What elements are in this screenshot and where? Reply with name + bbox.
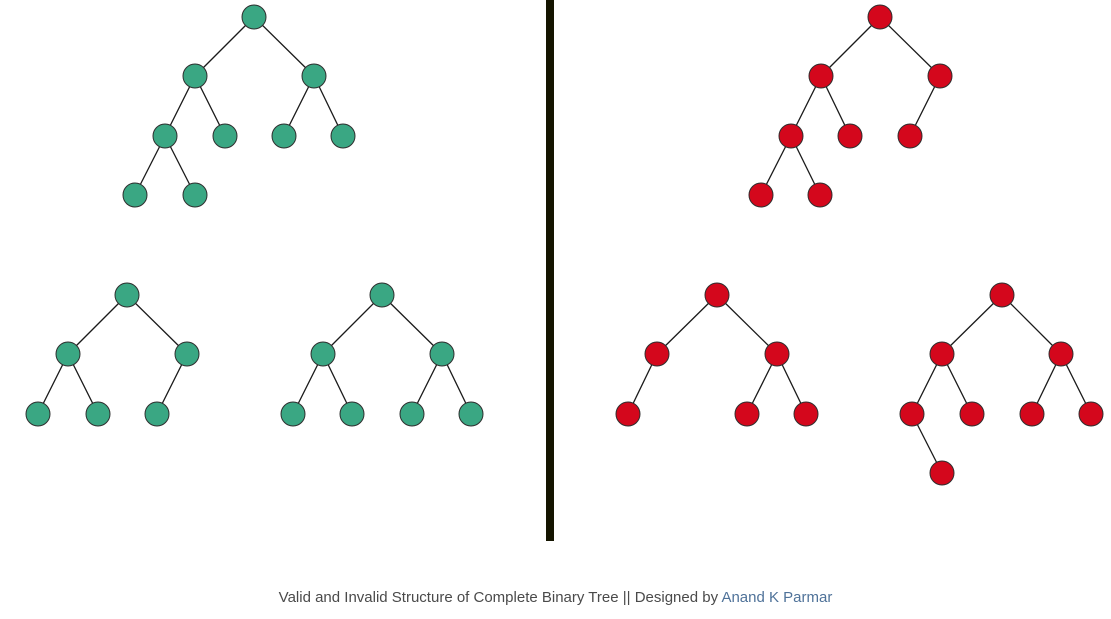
tree-node — [301, 63, 327, 89]
tree-node — [837, 123, 863, 149]
tree-node — [182, 182, 208, 208]
tree-node — [989, 282, 1015, 308]
caption-author-link[interactable]: Anand K Parmar — [721, 589, 833, 606]
tree-node — [959, 401, 985, 427]
tree-node — [615, 401, 641, 427]
tree-node — [793, 401, 819, 427]
caption: Valid and Invalid Structure of Complete … — [0, 589, 1111, 606]
complete-binary-tree-diagram — [25, 0, 1104, 541]
tree-edge — [126, 294, 188, 355]
tree-node — [310, 341, 336, 367]
tree-node — [808, 63, 834, 89]
tree-node — [339, 401, 365, 427]
tree-valid-2 — [25, 282, 200, 427]
tree-node — [182, 63, 208, 89]
tree-edge — [656, 294, 718, 355]
tree-node — [114, 282, 140, 308]
tree-node — [1078, 401, 1104, 427]
tree-node — [704, 282, 730, 308]
tree-valid-3 — [280, 282, 484, 427]
tree-invalid-3 — [899, 282, 1104, 486]
tree-node — [280, 401, 306, 427]
valid-trees-group — [25, 4, 484, 427]
tree-node — [271, 123, 297, 149]
tree-node — [152, 123, 178, 149]
tree-node — [764, 341, 790, 367]
tree-node — [25, 401, 51, 427]
tree-node — [85, 401, 111, 427]
tree-edge — [67, 294, 128, 355]
tree-edge — [879, 16, 941, 77]
tree-node — [174, 341, 200, 367]
tree-node — [1019, 401, 1045, 427]
tree-node — [399, 401, 425, 427]
tree-node — [778, 123, 804, 149]
tree-node — [429, 341, 455, 367]
tree-node — [1048, 341, 1074, 367]
tree-node — [212, 123, 238, 149]
tree-valid-1 — [122, 4, 356, 208]
tree-node — [241, 4, 267, 30]
tree-edge — [194, 16, 255, 77]
tree-node — [807, 182, 833, 208]
tree-node — [929, 460, 955, 486]
tree-edge — [322, 294, 383, 355]
tree-invalid-2 — [615, 282, 819, 427]
tree-node — [122, 182, 148, 208]
tree-node — [458, 401, 484, 427]
tree-edge — [1001, 294, 1062, 355]
tree-edge — [381, 294, 443, 355]
tree-node — [867, 4, 893, 30]
tree-invalid-1 — [748, 4, 953, 208]
tree-node — [899, 401, 925, 427]
tree-node — [330, 123, 356, 149]
tree-node — [144, 401, 170, 427]
tree-edge — [716, 294, 778, 355]
tree-edge — [941, 294, 1003, 355]
tree-edge — [253, 16, 315, 77]
tree-node — [734, 401, 760, 427]
tree-edge — [820, 16, 881, 77]
tree-node — [897, 123, 923, 149]
tree-node — [929, 341, 955, 367]
center-divider — [546, 0, 554, 541]
tree-node — [644, 341, 670, 367]
invalid-trees-group — [615, 4, 1104, 486]
tree-node — [927, 63, 953, 89]
caption-text: Valid and Invalid Structure of Complete … — [278, 589, 719, 606]
tree-node — [369, 282, 395, 308]
tree-node — [748, 182, 774, 208]
tree-node — [55, 341, 81, 367]
